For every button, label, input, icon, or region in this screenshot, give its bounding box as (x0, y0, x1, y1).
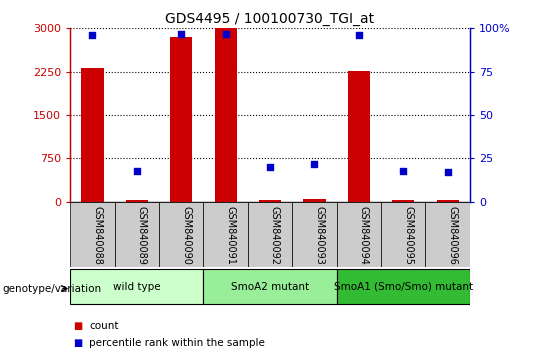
Point (132, 168, 141, 173)
Bar (126, 200, 148, 202)
Text: GSM840089: GSM840089 (137, 206, 147, 265)
Text: GDS4495 / 100100730_TGI_at: GDS4495 / 100100730_TGI_at (165, 12, 375, 27)
Bar (336, 202, 381, 267)
Bar (159, 202, 204, 267)
Bar (70, 269, 204, 304)
Bar (70, 202, 114, 267)
Bar (82, 68, 104, 202)
Bar (336, 269, 470, 304)
Bar (204, 269, 336, 304)
Point (399, 168, 408, 173)
Point (177, 31, 186, 36)
Text: SmoA1 (Smo/Smo) mutant: SmoA1 (Smo/Smo) mutant (334, 282, 472, 292)
Text: GSM840095: GSM840095 (403, 206, 413, 266)
Bar (170, 37, 192, 202)
Text: wild type: wild type (113, 282, 160, 292)
Bar (303, 199, 326, 202)
Text: GSM840096: GSM840096 (448, 206, 457, 265)
Bar (114, 202, 159, 267)
Text: GSM840094: GSM840094 (359, 206, 369, 265)
Text: ■: ■ (73, 321, 82, 331)
Bar (292, 202, 336, 267)
Text: genotype/variation: genotype/variation (3, 284, 102, 293)
Bar (248, 202, 292, 267)
Bar (392, 200, 414, 202)
Bar (426, 202, 470, 267)
Text: percentile rank within the sample: percentile rank within the sample (89, 338, 265, 348)
Text: GSM840093: GSM840093 (314, 206, 325, 265)
Point (88, 33, 97, 38)
Bar (436, 200, 458, 202)
Bar (214, 28, 237, 202)
Point (443, 170, 452, 175)
Point (266, 164, 274, 170)
Text: count: count (89, 321, 119, 331)
Text: GSM840091: GSM840091 (226, 206, 235, 265)
Bar (381, 202, 426, 267)
Point (310, 161, 319, 166)
Bar (204, 202, 248, 267)
Text: SmoA2 mutant: SmoA2 mutant (231, 282, 309, 292)
Point (221, 31, 230, 36)
Text: ■: ■ (73, 338, 82, 348)
Text: GSM840088: GSM840088 (92, 206, 103, 265)
Text: GSM840092: GSM840092 (270, 206, 280, 266)
Text: GSM840090: GSM840090 (181, 206, 191, 265)
Bar (348, 70, 370, 202)
Bar (259, 200, 281, 202)
Point (354, 33, 363, 38)
